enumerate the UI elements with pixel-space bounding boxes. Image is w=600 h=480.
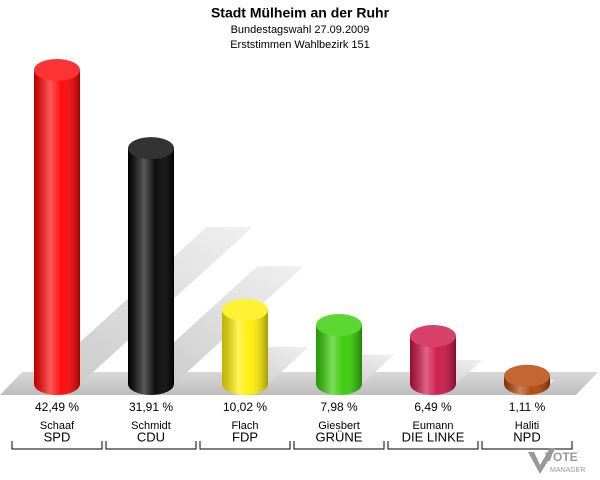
- candidate-label: Schmidt: [131, 420, 171, 432]
- candidate-label: Flach: [232, 420, 259, 432]
- bar-top-highlight: [222, 298, 268, 321]
- candidate-label: Schaaf: [40, 420, 75, 432]
- candidate-label: Haliti: [515, 420, 539, 432]
- logo-subtext: MANAGER: [550, 467, 585, 474]
- bar-top-highlight: [504, 364, 550, 387]
- category-bracket: [199, 441, 291, 450]
- x-tick-label: DIE LINKE: [402, 429, 465, 444]
- bar-top: [222, 298, 268, 321]
- bar-top: [410, 325, 456, 348]
- candidate-label: Eumann: [413, 420, 454, 432]
- bar-shade: [34, 70, 80, 395]
- bar-top: [34, 59, 80, 81]
- bar-shade: [316, 325, 362, 395]
- bars: [34, 59, 550, 395]
- shadows: [34, 227, 555, 384]
- x-tick-label: NPD: [513, 429, 540, 444]
- category-bracket: [481, 441, 573, 450]
- logo-mark: [528, 448, 556, 474]
- bar-top-highlight: [410, 325, 456, 348]
- chart-title: Stadt Mülheim an der Ruhr: [211, 5, 390, 21]
- x-tick-label: CDU: [137, 429, 165, 444]
- value-label: 6,49 %: [414, 400, 452, 414]
- category-bracket: [293, 441, 385, 450]
- value-label: 42,49 %: [35, 400, 79, 414]
- bar-top: [128, 137, 174, 160]
- value-label: 1,11 %: [509, 400, 546, 414]
- bar-shade: [410, 336, 456, 395]
- chart-subtitle: Erststimmen Wahlbezirk 151: [230, 39, 370, 51]
- x-tick-label: FDP: [232, 429, 258, 444]
- bar-top-highlight: [316, 314, 362, 337]
- logo-text: VOTE: [545, 450, 578, 464]
- bar-top-highlight: [34, 59, 80, 81]
- bar-shade: [222, 309, 268, 395]
- bar-top: [316, 314, 362, 337]
- value-label: 7,98 %: [320, 400, 358, 414]
- x-tick-label: GRÜNE: [316, 429, 363, 444]
- chart-subtitle: Bundestagswahl 27.09.2009: [231, 24, 370, 36]
- value-label: 10,02 %: [223, 400, 267, 414]
- value-label: 31,91 %: [129, 400, 173, 414]
- logo: VOTE MANAGER: [528, 448, 585, 474]
- candidate-label: Giesbert: [318, 420, 360, 432]
- bar-shade: [128, 148, 174, 395]
- category-bracket: [387, 441, 479, 450]
- category-bracket: [11, 441, 103, 450]
- x-tick-label: SPD: [44, 429, 71, 444]
- category-bracket: [105, 441, 197, 450]
- bar-top-highlight: [128, 137, 174, 160]
- bar-top: [504, 364, 550, 387]
